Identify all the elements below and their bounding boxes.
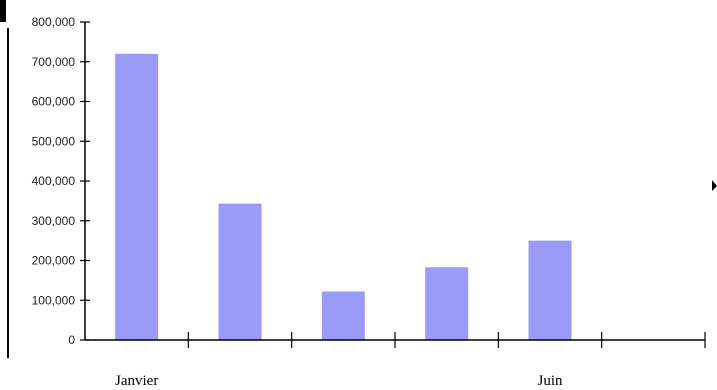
bars-group <box>115 53 572 341</box>
y-axis-ticks: 0 100,000 200,000 300,000 400,000 500,000 600,… <box>32 15 90 347</box>
x-axis-labels: Janvier Juin <box>115 373 563 389</box>
corner-mark <box>0 0 6 22</box>
x-category-label: Janvier <box>115 373 158 389</box>
bar <box>218 203 262 340</box>
x-category-label: Juin <box>537 373 563 389</box>
y-tick-label: 600,000 <box>32 95 76 109</box>
bar <box>321 291 365 340</box>
x-axis-ticks <box>187 332 706 348</box>
y-tick-label: 300,000 <box>32 214 76 228</box>
y-tick-label: 800,000 <box>32 15 76 29</box>
bar <box>425 267 469 340</box>
y-tick-label: 700,000 <box>32 55 76 69</box>
y-tick-label: 400,000 <box>32 174 76 188</box>
bar <box>115 53 159 341</box>
y-tick-label: 100,000 <box>32 293 76 307</box>
y-tick-label: 200,000 <box>32 254 76 268</box>
y-tick-label: 0 <box>68 333 75 347</box>
y-tick-label: 500,000 <box>32 134 76 148</box>
right-edge-marker <box>712 180 717 191</box>
bar <box>528 240 572 340</box>
